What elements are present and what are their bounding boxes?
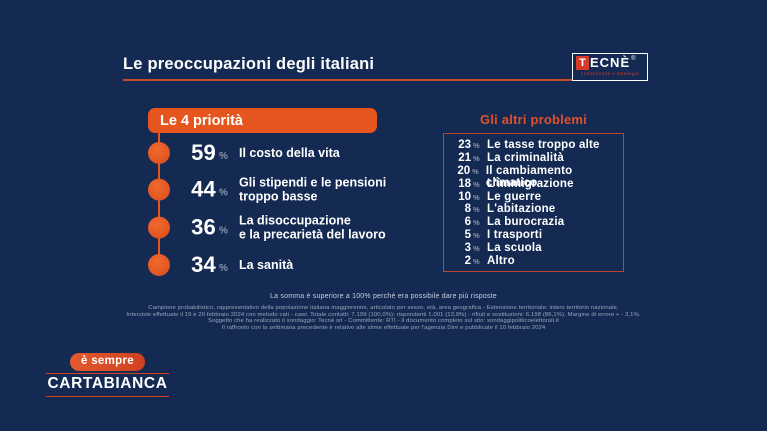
percent-sign: % (473, 257, 480, 267)
methodology-fine-print: Campione probabilistico, rappresentativo… (0, 305, 767, 332)
priorities-section: Le 4 priorità 59 % Il costo della vita 4… (148, 108, 408, 288)
problem-label: Le guerre (487, 190, 542, 203)
priority-row: 36 % La disoccupazione e la precarietà d… (148, 214, 386, 243)
percent-sign: % (473, 231, 480, 241)
priority-row: 59 % Il costo della vita (148, 140, 340, 166)
problem-row: 2 % Altro (444, 255, 623, 268)
priority-label: Il costo della vita (239, 145, 340, 160)
percent-sign: % (473, 179, 480, 189)
bullet-circle-icon (148, 142, 170, 164)
bullet-circle-icon (148, 254, 170, 276)
fine-print-line: Interviste effettuate il 19 e 20 febbrai… (126, 311, 641, 318)
sum-note: La somma è superiore a 100% perché era p… (270, 293, 497, 300)
percent-sign: % (219, 151, 228, 162)
problem-value: 10 (458, 190, 471, 203)
problem-label: La burocrazia (487, 216, 565, 229)
problem-row: 18 % L'immigrazione (444, 178, 623, 191)
percent-sign: % (219, 263, 228, 274)
tecne-logo-letters: ECNÈ (590, 55, 631, 70)
bullet-circle-icon (148, 179, 170, 201)
tecne-logo: T ECNÈ ® conoscenze e strategie (572, 53, 648, 81)
priority-value: 34 (191, 252, 216, 277)
percent-sign: % (473, 218, 480, 228)
problem-value: 21 (458, 151, 471, 164)
tecne-logo-wordmark: T ECNÈ ® (576, 56, 644, 70)
percent-sign: % (219, 188, 228, 199)
problem-label: Le tasse troppo alte (487, 139, 600, 151)
other-problems-title: Gli altri problemi (480, 112, 587, 127)
percent-sign: % (473, 192, 480, 202)
problem-value: 6 (464, 216, 471, 229)
other-problems-box: 23 % Le tasse troppo alte 21 % La crimin… (443, 133, 624, 272)
priority-label: La disoccupazione e la precarietà del la… (239, 213, 386, 242)
priority-row: 44 % Gli stipendi e le pensioni troppo b… (148, 176, 386, 205)
problem-label: Il cambiamento climatico (485, 164, 573, 189)
priority-value: 44 (191, 177, 216, 202)
percent-sign: % (472, 166, 479, 176)
bullet-circle-icon (148, 217, 170, 239)
priority-label: Gli stipendi e le pensioni troppo basse (239, 175, 387, 204)
registered-mark-icon: ® (631, 56, 636, 62)
problem-value: 20 (457, 164, 471, 177)
fine-print-line: Il raffronto con la settimana precedente… (221, 325, 546, 332)
problem-label: L'abitazione (487, 203, 556, 216)
priority-row: 34 % La sanità (148, 252, 293, 278)
problem-row: 8 % L'abitazione (444, 203, 623, 216)
percent-sign: % (473, 153, 480, 163)
problem-value: 3 (464, 242, 471, 255)
priorities-title-badge: Le 4 priorità (148, 108, 377, 133)
priority-label: La sanità (239, 257, 294, 272)
problem-row: 10 % Le guerre (444, 191, 623, 204)
fine-print-line: Soggetto che ha realizzato il sondaggio:… (208, 318, 559, 325)
cartabianca-logo-pill: è sempre (70, 352, 145, 371)
problem-label: I trasporti (487, 229, 543, 242)
problem-label: La criminalità (487, 151, 564, 164)
problem-label: Altro (487, 255, 515, 268)
cartabianca-logo-name: CARTABIANCA (46, 372, 169, 397)
percent-sign: % (473, 141, 480, 150)
percent-sign: % (473, 244, 480, 254)
problem-row: 6 % La burocrazia (444, 216, 623, 229)
problem-row: 20 % Il cambiamento climatico (444, 164, 623, 189)
page-title: Le preoccupazioni degli italiani (123, 55, 375, 73)
problem-value: 8 (464, 203, 471, 216)
problem-value: 5 (464, 229, 471, 242)
percent-sign: % (219, 226, 228, 237)
priority-value: 59 (191, 140, 216, 165)
problem-value: 18 (458, 177, 471, 190)
tecne-logo-t-block: T (576, 56, 589, 70)
title-underline (123, 79, 647, 81)
priority-value: 36 (191, 215, 216, 240)
cartabianca-logo: è sempre CARTABIANCA (46, 351, 169, 397)
percent-sign: % (473, 205, 480, 215)
problem-value: 2 (464, 255, 471, 268)
problem-label: La scuola (487, 242, 542, 255)
tecne-logo-tagline: conoscenze e strategie (580, 71, 640, 77)
problem-label: L'immigrazione (487, 177, 574, 190)
priorities-title: Le 4 priorità (160, 112, 243, 129)
problem-row: 5 % I trasporti (444, 229, 623, 242)
problem-row: 3 % La scuola (444, 242, 623, 255)
fine-print-line: Campione probabilistico, rappresentativo… (148, 305, 619, 311)
problem-row: 21 % La criminalità (444, 152, 623, 165)
problem-value: 23 (458, 139, 471, 151)
problem-row: 23 % Le tasse troppo alte (444, 139, 623, 152)
